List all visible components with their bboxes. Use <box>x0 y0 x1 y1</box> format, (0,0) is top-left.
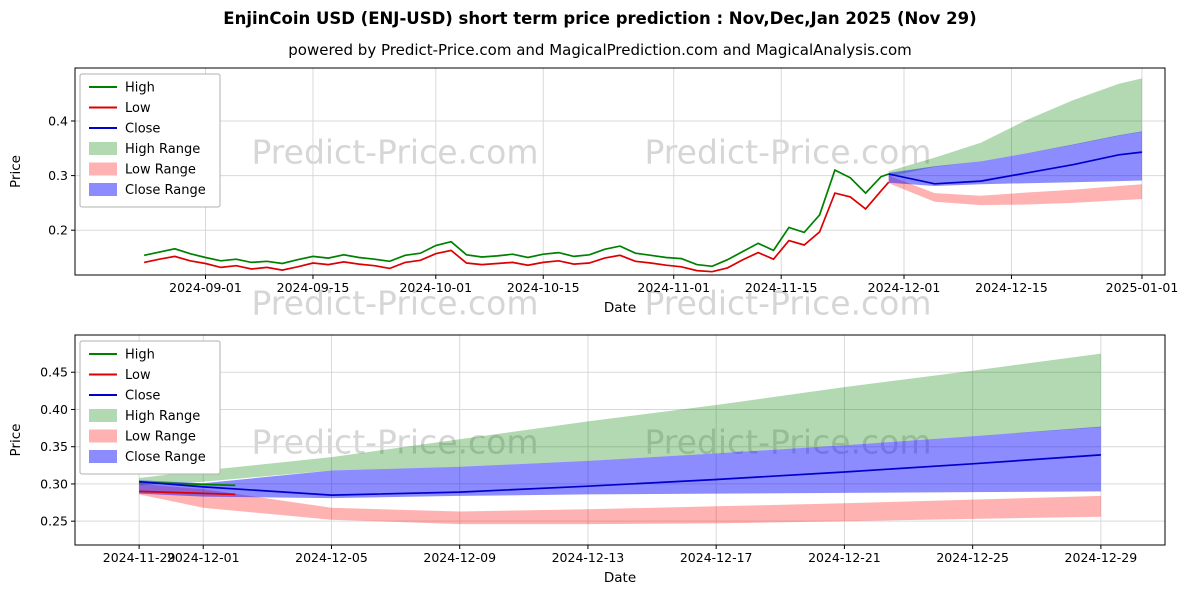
chart-title: EnjinCoin USD (ENJ-USD) short term price… <box>223 9 977 28</box>
legend-label: Close Range <box>125 450 206 465</box>
legend-label: Low Range <box>125 163 196 178</box>
legend-label: High Range <box>125 409 200 424</box>
legend-patch-sample <box>89 450 117 463</box>
line-close <box>139 454 1101 496</box>
x-tick-label: 2024-09-15 <box>277 280 350 295</box>
legend-label: Close Range <box>125 183 206 198</box>
x-tick-label: 2024-12-25 <box>936 550 1009 565</box>
watermark-text: Predict-Price.com <box>251 132 539 172</box>
watermark-text: Predict-Price.com <box>644 422 932 462</box>
legend-patch-sample <box>89 429 117 443</box>
line-low <box>139 490 236 496</box>
watermark-text: Predict-Price.com <box>251 422 539 462</box>
band-close-range <box>888 131 1142 186</box>
x-tick-label: 2024-12-01 <box>868 280 941 295</box>
price-lines <box>143 151 1143 273</box>
y-tick-label: 0.2 <box>48 223 68 238</box>
x-tick-label: 2024-11-01 <box>637 280 710 295</box>
x-tick-label: 2024-12-13 <box>552 550 625 565</box>
legend-label: Close <box>125 389 160 404</box>
band-high-range <box>139 353 1101 486</box>
legend: High Low Close High Range Low Range Close Ran… <box>79 340 221 475</box>
legend: High Low Close High Range Low Range Close Ran… <box>79 73 221 208</box>
y-tick-label: 0.40 <box>40 402 68 417</box>
line-high <box>143 168 889 268</box>
x-tick-label: 2024-10-15 <box>507 280 580 295</box>
axes: 2024-09-01 2024-09-15 2024-10-01 2024-10-15… <box>8 67 1179 316</box>
legend-patch-sample <box>89 162 117 176</box>
line-close <box>888 151 1143 185</box>
x-tick-label: 2024-12-01 <box>167 550 240 565</box>
x-tick-label: 2024-10-01 <box>399 280 472 295</box>
y-tick-label: 0.3 <box>48 168 68 183</box>
y-axis-label: Price <box>8 424 24 457</box>
x-tick-label: 2024-11-29 <box>103 550 176 565</box>
watermark-text: Predict-Price.com <box>644 132 932 172</box>
y-tick-label: 0.30 <box>40 476 68 491</box>
range-bands <box>888 78 1142 206</box>
band-low-range <box>888 175 1142 206</box>
y-axis-label: Price <box>8 155 24 188</box>
band-high-range <box>888 78 1142 177</box>
watermark-text: Predict-Price.com <box>251 283 539 323</box>
y-tick-label: 0.25 <box>40 514 68 529</box>
x-tick-label: 2024-12-05 <box>295 550 368 565</box>
line-low <box>143 181 890 273</box>
legend-patch-sample <box>89 142 117 155</box>
y-tick-label: 0.45 <box>40 365 68 380</box>
legend-label: Low Range <box>125 430 196 445</box>
legend-label: High Range <box>125 142 200 157</box>
legend-patch-sample <box>89 409 117 422</box>
x-tick-label: 2024-11-15 <box>745 280 818 295</box>
watermark-text: Predict-Price.com <box>644 283 932 323</box>
x-tick-label: 2025-01-01 <box>1106 280 1179 295</box>
gridlines <box>75 335 1165 545</box>
legend-patch-sample <box>89 183 117 196</box>
gridlines <box>75 68 1165 275</box>
legend-label: Low <box>125 101 151 116</box>
x-tick-label: 2024-12-17 <box>680 550 753 565</box>
price-lines <box>139 454 1101 496</box>
x-axis-label: Date <box>604 570 636 586</box>
range-bands <box>139 353 1101 525</box>
x-tick-label: 2024-09-01 <box>169 280 242 295</box>
y-tick-label: 0.35 <box>40 439 68 454</box>
chart-subtitle: powered by Predict-Price.com and Magical… <box>288 41 912 59</box>
x-tick-label: 2024-12-09 <box>423 550 496 565</box>
band-close-range <box>139 426 1101 499</box>
band-low-range <box>139 483 1101 525</box>
legend-label: Close <box>125 122 160 137</box>
x-tick-label: 2024-12-29 <box>1065 550 1138 565</box>
x-tick-label: 2024-12-21 <box>808 550 881 565</box>
legend-label: High <box>125 348 155 363</box>
x-tick-label: 2024-12-15 <box>975 280 1048 295</box>
x-axis-label: Date <box>604 300 636 316</box>
price-history-chart: 2024-09-01 2024-09-15 2024-10-01 2024-10-15… <box>8 67 1179 316</box>
legend-label: Low <box>125 368 151 383</box>
legend-label: High <box>125 81 155 96</box>
y-tick-label: 0.4 <box>48 113 68 128</box>
